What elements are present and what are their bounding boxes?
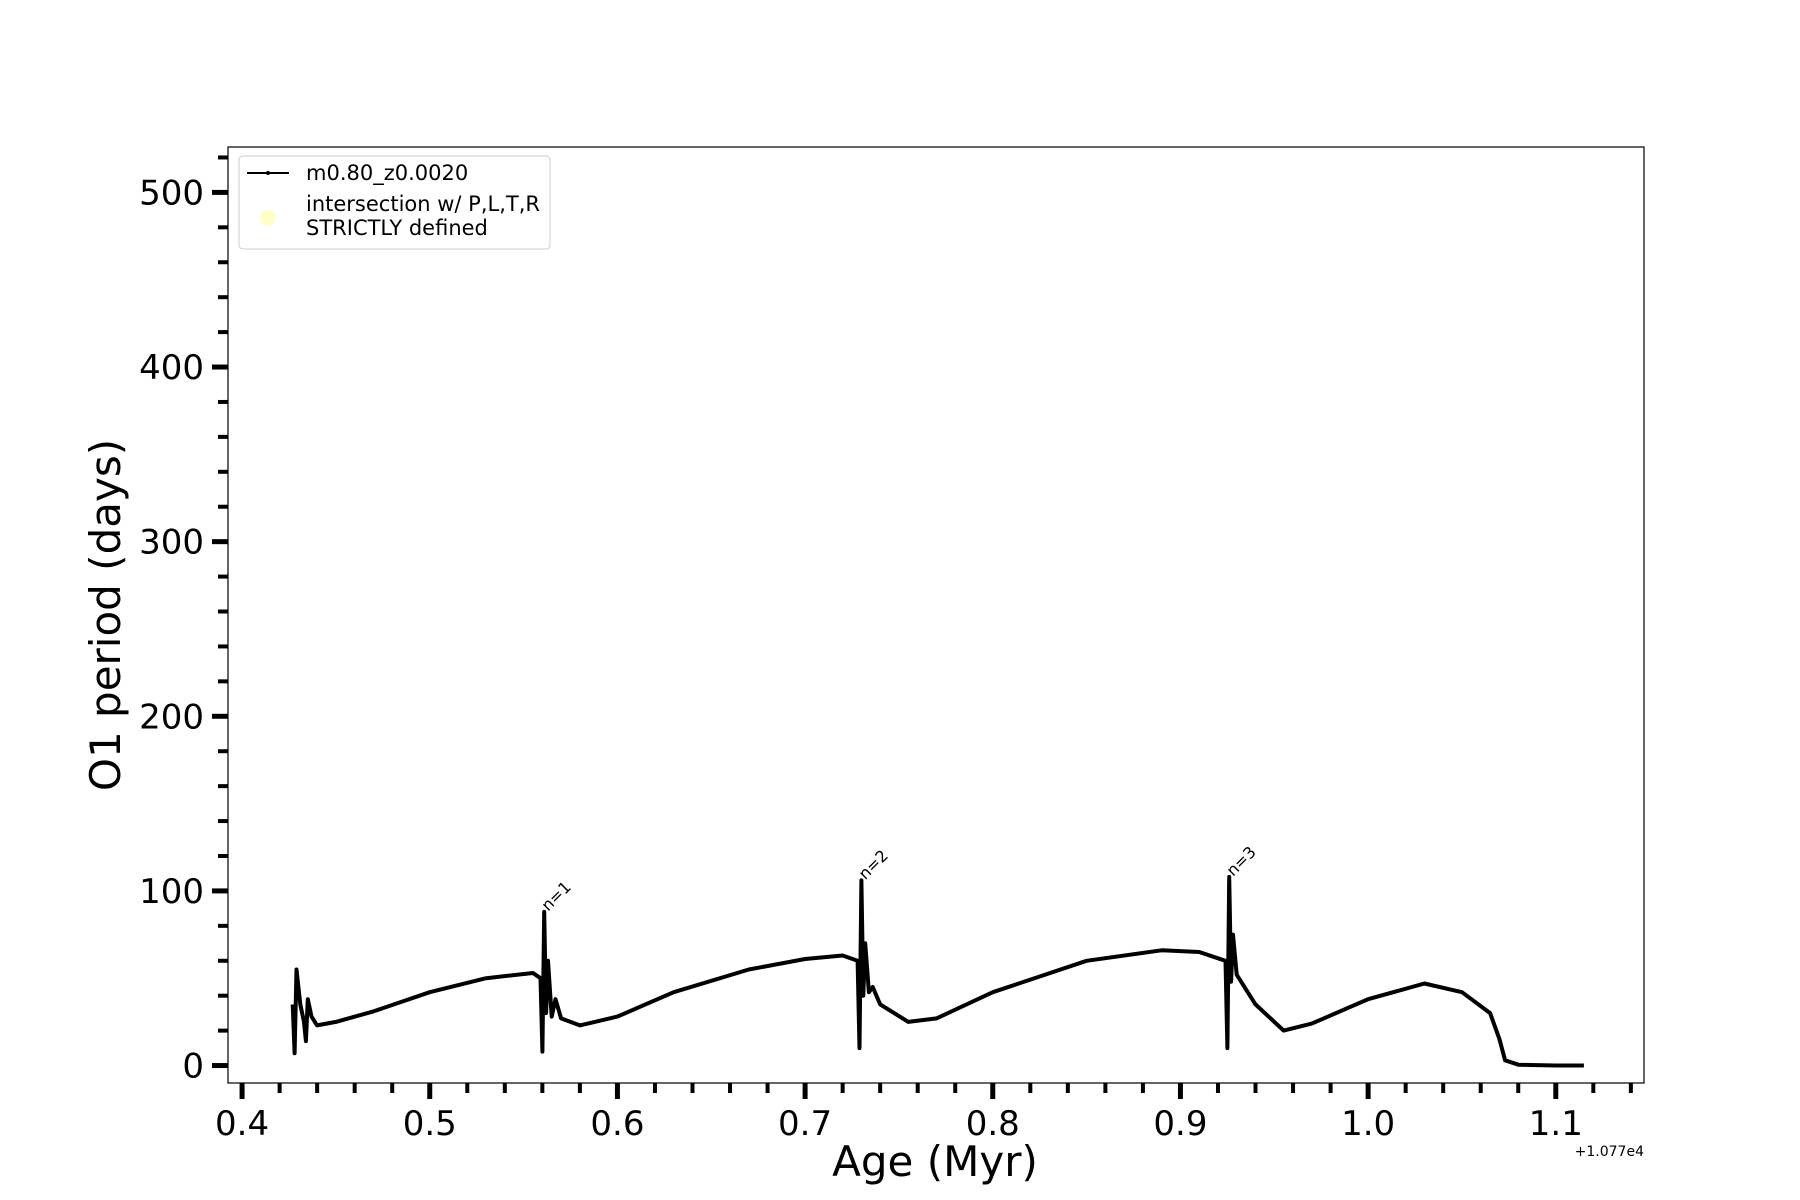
legend-swatch — [266, 171, 270, 175]
x-axis-label: Age (Myr) — [832, 1137, 1038, 1186]
x-tick-label: 0.9 — [1153, 1104, 1207, 1144]
y-tick-label: 400 — [139, 348, 204, 388]
legend-label: m0.80_z0.0020 — [306, 161, 469, 185]
x-tick-label: 0.4 — [215, 1104, 269, 1144]
y-tick-label: 300 — [139, 523, 204, 563]
y-tick-label: 500 — [139, 173, 204, 213]
x-tick-label: 0.8 — [966, 1104, 1020, 1144]
legend-label: intersection w/ P,L,T,R STRICTLY defined — [306, 192, 540, 240]
x-tick-label: 0.6 — [590, 1104, 644, 1144]
x-tick-label: 1.1 — [1529, 1104, 1583, 1144]
y-tick-label: 200 — [139, 697, 204, 737]
y-axis-label: O1 period (days) — [81, 439, 130, 791]
series-line — [290, 874, 1584, 1068]
legend-box — [238, 155, 551, 250]
plot-frame — [227, 146, 1645, 1084]
annotation: n=2 — [855, 846, 892, 883]
annotation: n=3 — [1223, 842, 1260, 879]
x-tick-label: 0.7 — [778, 1104, 832, 1144]
x-tick-label: 1.0 — [1341, 1104, 1395, 1144]
annotation: n=1 — [538, 877, 575, 914]
y-tick-label: 100 — [139, 872, 204, 912]
x-tick-label: 0.5 — [403, 1104, 457, 1144]
legend-swatch — [260, 210, 276, 226]
x-offset-label: +1.077e4 — [1575, 1144, 1644, 1160]
y-tick-label: 0 — [182, 1047, 204, 1087]
